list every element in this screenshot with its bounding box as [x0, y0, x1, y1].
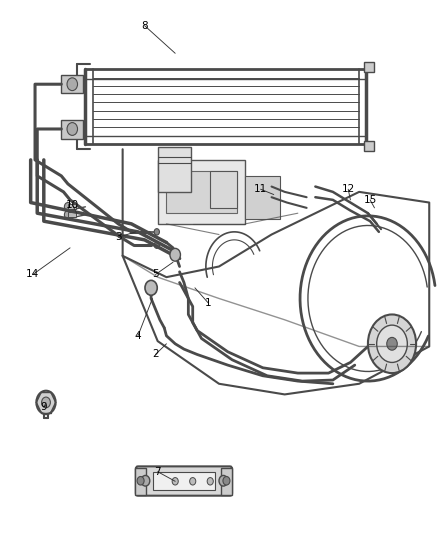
Circle shape — [190, 478, 196, 485]
Circle shape — [137, 477, 144, 485]
Text: 14: 14 — [26, 270, 39, 279]
Circle shape — [67, 123, 78, 135]
Text: 2: 2 — [152, 350, 159, 359]
Bar — [158, 147, 191, 192]
Bar — [61, 75, 83, 93]
Circle shape — [368, 314, 416, 373]
Bar — [245, 176, 280, 219]
Text: 8: 8 — [141, 21, 148, 30]
Circle shape — [387, 337, 397, 350]
Bar — [158, 160, 245, 224]
Text: 11: 11 — [254, 184, 267, 194]
Text: 10: 10 — [66, 200, 79, 209]
Circle shape — [67, 78, 78, 91]
Bar — [210, 171, 237, 208]
Circle shape — [141, 475, 150, 486]
Bar — [68, 212, 76, 217]
Text: 1: 1 — [205, 298, 212, 308]
Text: 15: 15 — [364, 195, 377, 205]
Text: 12: 12 — [342, 184, 355, 194]
Circle shape — [36, 391, 56, 414]
Circle shape — [154, 229, 159, 235]
Circle shape — [64, 211, 71, 219]
Text: 9: 9 — [40, 402, 47, 412]
Text: 3: 3 — [115, 232, 122, 242]
Circle shape — [170, 248, 180, 261]
Bar — [221, 468, 232, 495]
Circle shape — [145, 280, 157, 295]
Circle shape — [207, 478, 213, 485]
Circle shape — [377, 325, 407, 362]
Text: 4: 4 — [134, 331, 141, 341]
Circle shape — [219, 475, 228, 486]
Text: 7: 7 — [154, 467, 161, 477]
Bar — [166, 171, 237, 213]
FancyBboxPatch shape — [136, 466, 232, 496]
Circle shape — [64, 203, 71, 211]
Bar — [153, 472, 215, 490]
Bar — [364, 141, 374, 151]
Circle shape — [42, 397, 50, 408]
Bar — [61, 120, 83, 139]
Text: 5: 5 — [152, 270, 159, 279]
Circle shape — [223, 477, 230, 485]
Circle shape — [154, 242, 159, 248]
Bar — [135, 468, 146, 495]
Circle shape — [172, 478, 178, 485]
Bar — [68, 204, 76, 209]
Bar — [364, 62, 374, 72]
